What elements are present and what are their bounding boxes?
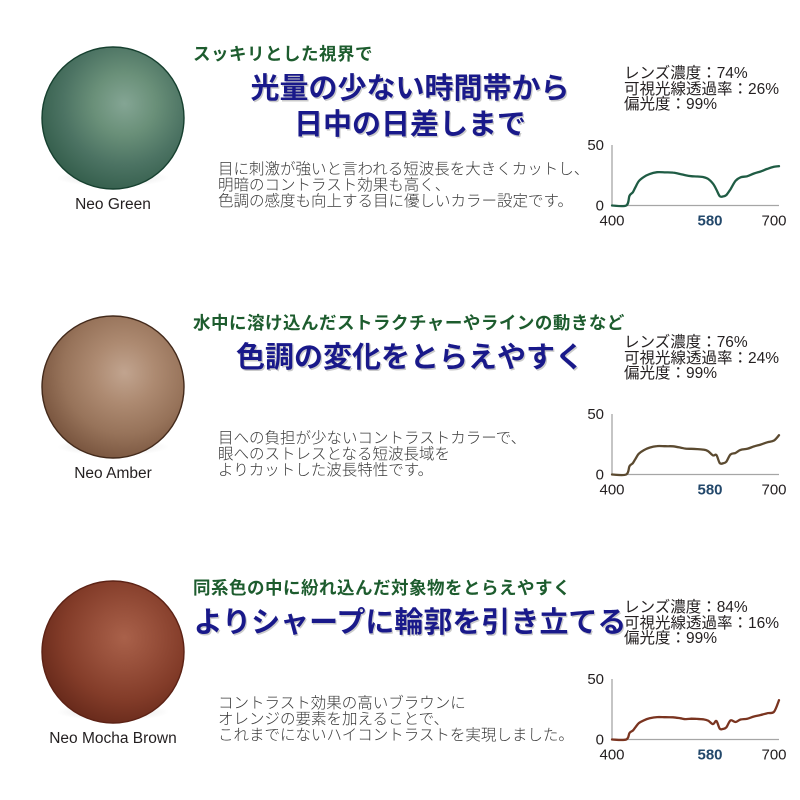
svg-text:700: 700 <box>761 747 786 764</box>
svg-text:400: 400 <box>599 747 624 764</box>
svg-text:50: 50 <box>587 671 604 688</box>
svg-text:580: 580 <box>697 747 722 764</box>
